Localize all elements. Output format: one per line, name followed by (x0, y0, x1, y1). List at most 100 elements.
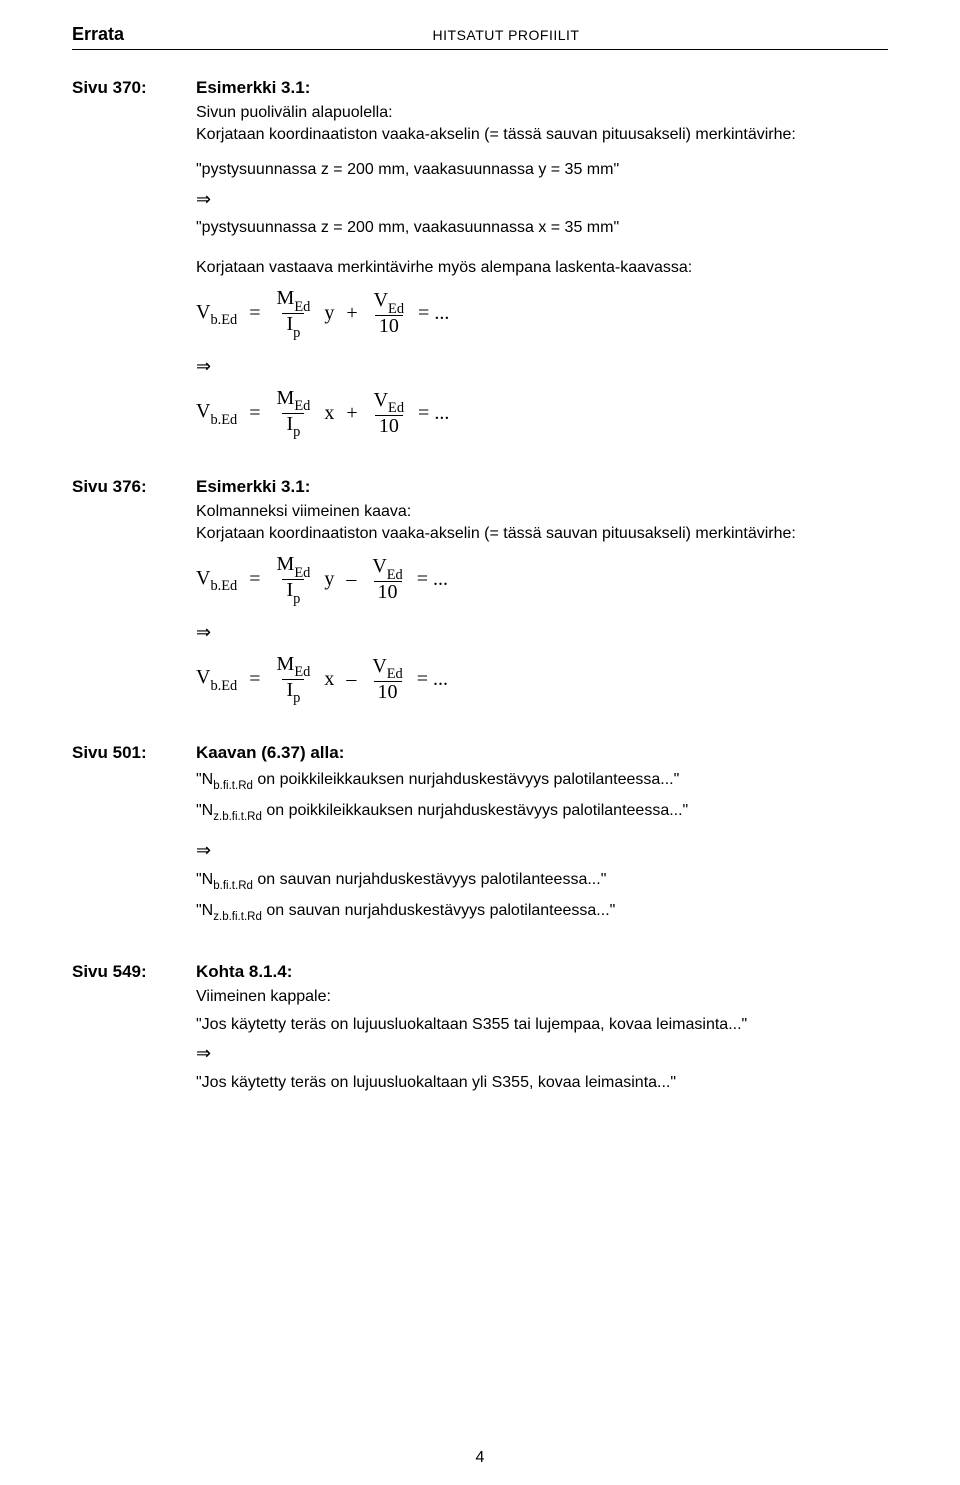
eq-op: + (344, 400, 359, 427)
header-center-title: HITSATUT PROFIILIT (124, 27, 888, 43)
section-label: Sivu 549: (72, 962, 172, 982)
quote-rest: on poikkileikkauksen nurjahduskestävyys … (253, 771, 679, 788)
fraction-1: MEd Ip (273, 288, 315, 339)
arrow-icon: ⇒ (196, 354, 888, 378)
after-text: "pystysuunnassa z = 200 mm, vaakasuunnas… (196, 217, 888, 239)
eq-num1: M (277, 287, 295, 309)
eq-var: x (324, 666, 334, 693)
eq-op: – (344, 566, 358, 593)
section-sivu-376: Sivu 376: Esimerkki 3.1: Kolmanneksi vii… (72, 477, 888, 705)
equation-before: Vb.Ed = MEd Ip y – VEd 10 = ... (196, 554, 888, 605)
eq-den2: 10 (374, 581, 402, 603)
eq-den2: 10 (375, 415, 403, 437)
eq-op: – (344, 666, 358, 693)
eq-num2: V (372, 555, 386, 577)
section-title: Kaavan (6.37) alla: (196, 743, 344, 763)
section-title: Esimerkki 3.1: (196, 78, 310, 98)
section-sivu-501: Sivu 501: Kaavan (6.37) alla: "Nb.fi.t.R… (72, 743, 888, 924)
equals-sign: = (247, 566, 262, 593)
quote-prefix: "N (196, 871, 213, 888)
quote-rest: on sauvan nurjahduskestävyys palotilante… (262, 902, 615, 919)
after-text: "Jos käytetty teräs on lujuusluokaltaan … (196, 1072, 888, 1094)
eq-num1: M (277, 553, 295, 575)
eq-lhs: V (196, 301, 210, 323)
arrow-icon: ⇒ (196, 1041, 888, 1065)
eq-num2: V (372, 655, 386, 677)
equals-sign: = (247, 300, 262, 327)
equation-before: Vb.Ed = MEd Ip y + VEd 10 = ... (196, 288, 888, 339)
eq-num2: V (374, 389, 388, 411)
eq-lhs-sub: b.Ed (210, 312, 237, 328)
arrow-icon: ⇒ (196, 187, 888, 211)
eq-den1-sub: p (293, 325, 300, 341)
page: Errata HITSATUT PROFIILIT Sivu 370: Esim… (0, 0, 960, 1485)
before-text: "pystysuunnassa z = 200 mm, vaakasuunnas… (196, 159, 888, 181)
eq-op: + (344, 300, 359, 327)
section-label: Sivu 370: (72, 78, 172, 98)
eq-den1-sub: p (293, 591, 300, 607)
eq-num2-sub: Ed (387, 567, 403, 583)
fraction-1: MEd Ip (273, 554, 315, 605)
equals-sign: = (247, 400, 262, 427)
quote-rest: on sauvan nurjahduskestävyys palotilante… (253, 871, 606, 888)
section-intro: Sivun puolivälin alapuolella: (196, 102, 888, 124)
page-header: Errata HITSATUT PROFIILIT (72, 24, 888, 50)
section-intro: Kolmanneksi viimeinen kaava: (196, 501, 888, 523)
eq-den1-sub: p (293, 690, 300, 706)
section-intro: Viimeinen kappale: (196, 986, 888, 1008)
eq-lhs: V (196, 666, 210, 688)
eq-num2-sub: Ed (388, 301, 404, 317)
section-desc: Korjataan koordinaatiston vaaka-akselin … (196, 523, 888, 545)
eq-num2-sub: Ed (387, 666, 403, 682)
page-number: 4 (0, 1449, 960, 1467)
eq-var: y (324, 566, 334, 593)
eq-den2: 10 (375, 315, 403, 337)
eq-den2: 10 (374, 681, 402, 703)
quote-prefix: "N (196, 771, 213, 788)
section-title: Esimerkki 3.1: (196, 477, 310, 497)
fraction-2: VEd 10 (370, 390, 408, 437)
eq-num1: M (277, 387, 295, 409)
eq-den1-sub: p (293, 424, 300, 440)
eq-num1-sub: Ed (294, 565, 310, 581)
equation-after: Vb.Ed = MEd Ip x + VEd 10 = ... (196, 388, 888, 439)
section-label: Sivu 501: (72, 743, 172, 763)
fraction-1: MEd Ip (273, 654, 315, 705)
eq-tail: = ... (418, 300, 449, 327)
eq-num2-sub: Ed (388, 400, 404, 416)
after-line-1: "Nb.fi.t.Rd on sauvan nurjahduskestävyys… (196, 869, 888, 894)
eq-lhs: V (196, 400, 210, 422)
section-label: Sivu 376: (72, 477, 172, 497)
fraction-1: MEd Ip (273, 388, 315, 439)
eq-num1: M (277, 653, 295, 675)
eq-lhs-sub: b.Ed (210, 578, 237, 594)
section-subhead: Korjataan vastaava merkintävirhe myös al… (196, 257, 888, 279)
header-errata: Errata (72, 24, 124, 45)
quote-sub: b.fi.t.Rd (213, 780, 253, 792)
quote-prefix: "N (196, 902, 213, 919)
eq-num1-sub: Ed (294, 299, 310, 315)
eq-tail: = ... (418, 400, 449, 427)
eq-tail: = ... (417, 666, 448, 693)
eq-lhs-sub: b.Ed (210, 412, 237, 428)
eq-tail: = ... (417, 566, 448, 593)
eq-num2: V (374, 289, 388, 311)
section-desc: Korjataan koordinaatiston vaaka-akselin … (196, 124, 888, 146)
quote-sub: z.b.fi.t.Rd (213, 811, 262, 823)
arrow-icon: ⇒ (196, 620, 888, 644)
eq-lhs-sub: b.Ed (210, 678, 237, 694)
eq-num1-sub: Ed (294, 398, 310, 414)
eq-num1-sub: Ed (294, 664, 310, 680)
after-line-2: "Nz.b.fi.t.Rd on sauvan nurjahduskestävy… (196, 900, 888, 925)
fraction-2: VEd 10 (368, 656, 406, 703)
before-line-2: "Nz.b.fi.t.Rd on poikkileikkauksen nurja… (196, 800, 888, 825)
fraction-2: VEd 10 (370, 290, 408, 337)
before-line-1: "Nb.fi.t.Rd on poikkileikkauksen nurjahd… (196, 769, 888, 794)
eq-var: x (324, 400, 334, 427)
quote-sub: z.b.fi.t.Rd (213, 911, 262, 923)
eq-lhs: V (196, 567, 210, 589)
equation-after: Vb.Ed = MEd Ip x – VEd 10 = ... (196, 654, 888, 705)
section-title: Kohta 8.1.4: (196, 962, 292, 982)
fraction-2: VEd 10 (368, 556, 406, 603)
equals-sign: = (247, 666, 262, 693)
